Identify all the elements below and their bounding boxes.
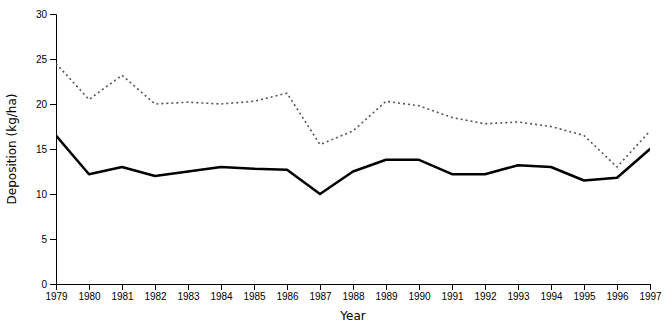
x-tick: 1995 xyxy=(573,284,596,302)
x-tick-mark xyxy=(221,284,222,290)
x-tick-mark xyxy=(584,284,585,290)
x-tick-label: 1986 xyxy=(276,291,299,302)
x-tick-mark xyxy=(287,284,288,290)
x-tick-mark xyxy=(353,284,354,290)
chart: 1979 1980 1981 1982 1983 1984 1985 1986 1987 1988… xyxy=(0,0,672,328)
x-tick: 1988 xyxy=(342,284,365,302)
y-tick-mark xyxy=(50,284,56,285)
x-axis: 1979 1980 1981 1982 1983 1984 1985 1986 1987 1988… xyxy=(45,284,662,302)
x-tick-mark xyxy=(122,284,123,290)
x-tick-label: 1991 xyxy=(441,291,464,302)
x-tick-label: 1996 xyxy=(606,291,629,302)
x-tick: 1996 xyxy=(606,284,629,302)
y-tick: 15 xyxy=(36,144,56,155)
x-tick-label: 1980 xyxy=(78,291,101,302)
x-tick-mark xyxy=(254,284,255,290)
x-tick: 1994 xyxy=(540,284,563,302)
x-tick: 1980 xyxy=(78,284,101,302)
x-axis-line xyxy=(57,285,651,291)
y-tick-label: 10 xyxy=(36,189,48,200)
y-tick-mark xyxy=(50,104,56,105)
x-tick: 1997 xyxy=(639,284,662,302)
x-tick-label: 1994 xyxy=(540,291,563,302)
y-tick: 5 xyxy=(41,234,56,245)
x-tick: 1989 xyxy=(375,284,398,302)
y-tick-label: 30 xyxy=(36,9,48,20)
y-axis: 0 5 10 15 20 25 30 xyxy=(36,9,57,290)
series-group xyxy=(56,64,650,195)
x-tick: 1990 xyxy=(408,284,431,302)
y-tick-label: 5 xyxy=(41,234,47,245)
x-tick-label: 1979 xyxy=(45,291,68,302)
x-tick: 1982 xyxy=(144,284,167,302)
x-tick-mark xyxy=(551,284,552,290)
x-tick-label: 1987 xyxy=(309,291,332,302)
x-tick: 1984 xyxy=(210,284,233,302)
x-tick-label: 1984 xyxy=(210,291,233,302)
x-tick: 1985 xyxy=(243,284,266,302)
y-tick-label: 20 xyxy=(36,99,48,110)
x-tick-label: 1982 xyxy=(144,291,167,302)
x-tick: 1991 xyxy=(441,284,464,302)
x-tick-label: 1995 xyxy=(573,291,596,302)
y-tick-mark xyxy=(50,59,56,60)
x-tick: 1987 xyxy=(309,284,332,302)
plot: 1979 1980 1981 1982 1983 1984 1985 1986 1987 1988… xyxy=(36,9,662,302)
y-tick-label: 15 xyxy=(36,144,48,155)
x-tick-mark xyxy=(188,284,189,290)
x-tick-label: 1992 xyxy=(474,291,497,302)
x-tick-label: 1983 xyxy=(177,291,200,302)
x-tick: 1992 xyxy=(474,284,497,302)
y-tick-mark xyxy=(50,194,56,195)
y-tick: 25 xyxy=(36,54,56,65)
x-axis-title: Year xyxy=(339,309,365,323)
y-axis-title: Deposition (kg/ha) xyxy=(5,94,19,205)
y-axis-line xyxy=(50,15,57,285)
x-tick-mark xyxy=(485,284,486,290)
series-line xyxy=(56,64,650,168)
x-tick: 1983 xyxy=(177,284,200,302)
x-tick: 1981 xyxy=(111,284,134,302)
x-tick-mark xyxy=(320,284,321,290)
y-tick: 10 xyxy=(36,189,56,200)
x-tick-label: 1989 xyxy=(375,291,398,302)
x-tick-mark xyxy=(419,284,420,290)
x-tick: 1993 xyxy=(507,284,530,302)
x-tick-mark xyxy=(452,284,453,290)
y-tick-mark xyxy=(50,14,56,15)
x-tick-label: 1988 xyxy=(342,291,365,302)
x-tick: 1986 xyxy=(276,284,299,302)
x-tick: 1979 xyxy=(45,284,68,302)
x-tick-mark xyxy=(617,284,618,290)
y-tick: 20 xyxy=(36,99,56,110)
x-tick-label: 1985 xyxy=(243,291,266,302)
y-tick-label: 25 xyxy=(36,54,48,65)
y-tick: 0 xyxy=(41,279,56,290)
x-tick-label: 1990 xyxy=(408,291,431,302)
x-tick-mark xyxy=(386,284,387,290)
y-tick-mark xyxy=(50,239,56,240)
x-tick-mark xyxy=(155,284,156,290)
x-tick-label: 1997 xyxy=(639,291,662,302)
x-tick-label: 1993 xyxy=(507,291,530,302)
y-tick: 30 xyxy=(36,9,56,20)
x-tick-mark xyxy=(89,284,90,290)
y-tick-label: 0 xyxy=(41,279,47,290)
x-tick-mark xyxy=(518,284,519,290)
series-line xyxy=(56,136,650,195)
x-tick-label: 1981 xyxy=(111,291,134,302)
x-tick-mark xyxy=(650,284,651,290)
y-tick-mark xyxy=(50,149,56,150)
